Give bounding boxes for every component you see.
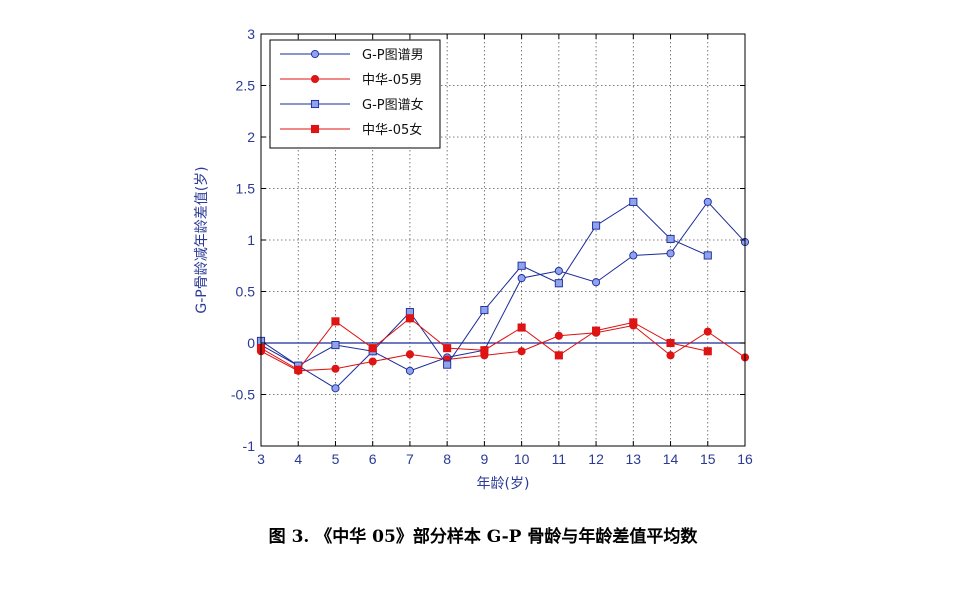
data-point xyxy=(592,326,601,335)
data-point xyxy=(703,251,712,260)
legend-label: 中华-05男 xyxy=(362,73,422,88)
y-tick-label: 2 xyxy=(247,129,255,145)
data-point xyxy=(666,351,675,360)
series-3 xyxy=(256,197,712,370)
data-point xyxy=(629,318,638,327)
legend-marker xyxy=(310,49,320,59)
x-tick-label: 4 xyxy=(294,451,302,467)
data-point xyxy=(480,305,489,315)
data-point xyxy=(666,338,675,348)
data-point xyxy=(554,279,563,288)
x-tick-label: 13 xyxy=(626,451,642,467)
x-tick-label: 6 xyxy=(369,451,377,467)
legend-entry: 中华-05男 xyxy=(280,73,422,88)
data-point xyxy=(480,346,489,355)
legend-box xyxy=(269,39,441,149)
tick-layer: 3 4 5 6 7 8 9 10 11 12 13 14 15 16 3 2.5 2 1.5 1 0.5 0 -0.5 -1 xyxy=(231,26,753,467)
x-tick-label: 11 xyxy=(552,451,567,467)
legend-marker xyxy=(310,74,320,84)
y-tick-label: 3 xyxy=(247,26,255,42)
y-tick-label: -0.5 xyxy=(231,387,255,403)
y-tick-label: 2.5 xyxy=(236,78,256,94)
x-tick-label: 10 xyxy=(514,451,530,467)
legend-marker xyxy=(310,124,320,134)
legend-entry: 中华-05女 xyxy=(280,122,422,138)
data-point xyxy=(703,347,712,356)
data-point xyxy=(443,360,452,369)
legend-label: 中华-05女 xyxy=(362,122,422,138)
data-point xyxy=(517,274,526,283)
data-point xyxy=(703,197,712,206)
y-tick-label: 0.5 xyxy=(236,284,256,300)
x-tick-label: 5 xyxy=(332,451,340,467)
data-point xyxy=(592,221,601,230)
data-point xyxy=(554,351,563,360)
x-tick-label: 14 xyxy=(663,451,679,467)
data-point xyxy=(592,278,601,287)
data-point xyxy=(554,266,563,275)
x-tick-label: 9 xyxy=(480,451,488,467)
data-point xyxy=(331,341,340,350)
x-tick-label: 3 xyxy=(257,451,265,467)
data-point xyxy=(405,314,414,323)
y-tick-label: 0 xyxy=(247,335,255,351)
y-tick-label: -1 xyxy=(243,438,256,454)
data-point xyxy=(517,347,526,356)
data-point xyxy=(405,350,414,359)
data-point xyxy=(368,344,377,353)
data-point xyxy=(294,365,303,374)
y-axis-label: G-P骨龄减年龄差值(岁) xyxy=(194,166,210,313)
series-1 xyxy=(256,197,750,393)
data-point xyxy=(629,197,638,206)
x-tick-label: 7 xyxy=(406,451,414,467)
data-point xyxy=(629,251,638,260)
x-axis-label: 年龄(岁) xyxy=(477,476,530,492)
series-line xyxy=(260,201,746,389)
x-tick-label: 16 xyxy=(737,451,753,467)
data-point xyxy=(368,357,377,366)
data-point xyxy=(331,364,340,373)
data-point xyxy=(666,249,675,258)
series-2 xyxy=(256,321,750,375)
data-point xyxy=(517,261,526,270)
data-point xyxy=(331,317,340,326)
x-tick-label: 12 xyxy=(588,451,604,467)
series-line xyxy=(260,324,746,372)
data-point xyxy=(443,344,452,353)
series-layer xyxy=(256,197,750,393)
data-point xyxy=(703,327,712,336)
legend-label: G-P图谱女 xyxy=(362,97,424,113)
data-point xyxy=(666,234,675,244)
data-point xyxy=(331,384,340,393)
chart: 3 4 5 6 7 8 9 10 11 12 13 14 15 16 3 2.5 2 1.5 1 0.5 0 -0.5 -1… xyxy=(194,26,753,492)
x-tick-label: 8 xyxy=(443,451,451,467)
y-tick-label: 1.5 xyxy=(236,181,256,197)
data-point xyxy=(554,331,563,340)
legend-entry: G-P图谱女 xyxy=(280,97,424,113)
legend-label: G-P图谱男 xyxy=(362,48,424,63)
y-tick-label: 1 xyxy=(247,232,255,248)
x-tick-label: 15 xyxy=(700,451,716,467)
legend-entry: G-P图谱男 xyxy=(280,48,424,63)
figure-caption: 图 3. 《中华 05》部分样本 G-P 骨龄与年龄差值平均数 xyxy=(268,527,698,547)
data-point xyxy=(405,366,414,375)
data-point xyxy=(517,323,526,332)
legend-marker xyxy=(310,99,320,109)
